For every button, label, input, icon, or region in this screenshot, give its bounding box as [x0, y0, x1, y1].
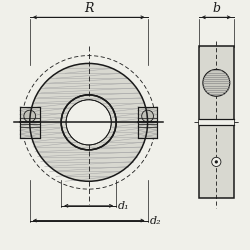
- Bar: [20, 107, 40, 138]
- Wedge shape: [30, 64, 148, 181]
- Text: R: R: [84, 2, 93, 15]
- Circle shape: [215, 160, 218, 164]
- Circle shape: [142, 110, 154, 122]
- Circle shape: [66, 100, 111, 145]
- Circle shape: [24, 110, 36, 122]
- Bar: [199, 46, 234, 198]
- Bar: [138, 107, 158, 138]
- Text: b: b: [212, 2, 220, 15]
- Text: d₁: d₁: [118, 201, 130, 211]
- Circle shape: [203, 70, 230, 96]
- Bar: [199, 120, 234, 125]
- Circle shape: [212, 157, 221, 166]
- Text: d₂: d₂: [150, 216, 161, 226]
